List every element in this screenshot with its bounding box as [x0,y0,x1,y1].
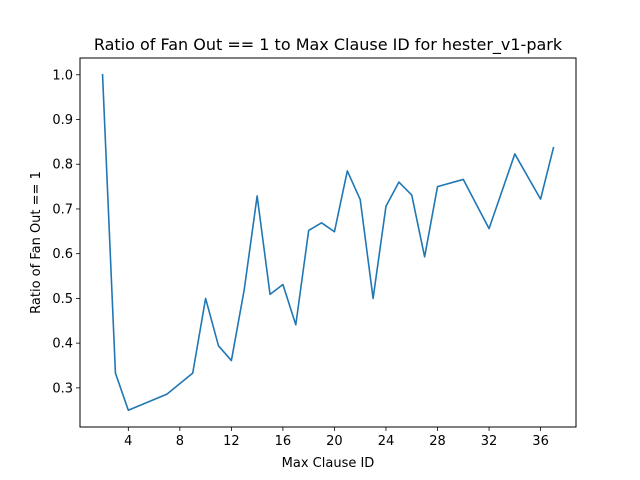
y-tick-label: 1.0 [52,68,73,83]
x-tick-label: 12 [223,434,240,449]
plot-area [101,73,555,412]
axes-frame [79,57,577,428]
series-line-0 [101,73,555,412]
x-axis: 4 8 12 16 20 24 28 32 36 [124,427,549,449]
y-tick-label: 0.4 [52,337,73,352]
x-tick-label: 32 [481,434,498,449]
x-tick-label: 36 [532,434,549,449]
chart-title: Ratio of Fan Out == 1 to Max Clause ID f… [94,35,563,55]
y-axis: 0.3 0.4 0.5 0.6 0.7 0.8 0.9 1.0 [52,68,80,396]
y-tick-label: 0.7 [52,202,73,217]
x-tick-label: 16 [275,434,292,449]
y-tick-label: 0.3 [52,381,73,396]
x-tick-label: 4 [124,434,132,449]
x-tick-label: 8 [176,434,184,449]
x-tick-label: 24 [378,434,395,449]
y-tick-label: 0.6 [52,247,73,262]
y-tick-label: 0.5 [52,292,73,307]
y-axis-label: Ratio of Fan Out == 1 [29,171,44,314]
y-tick-label: 0.9 [52,113,73,128]
x-axis-label: Max Clause ID [282,456,375,471]
x-tick-label: 28 [429,434,446,449]
x-tick-label: 20 [326,434,343,449]
y-tick-label: 0.8 [52,158,73,173]
